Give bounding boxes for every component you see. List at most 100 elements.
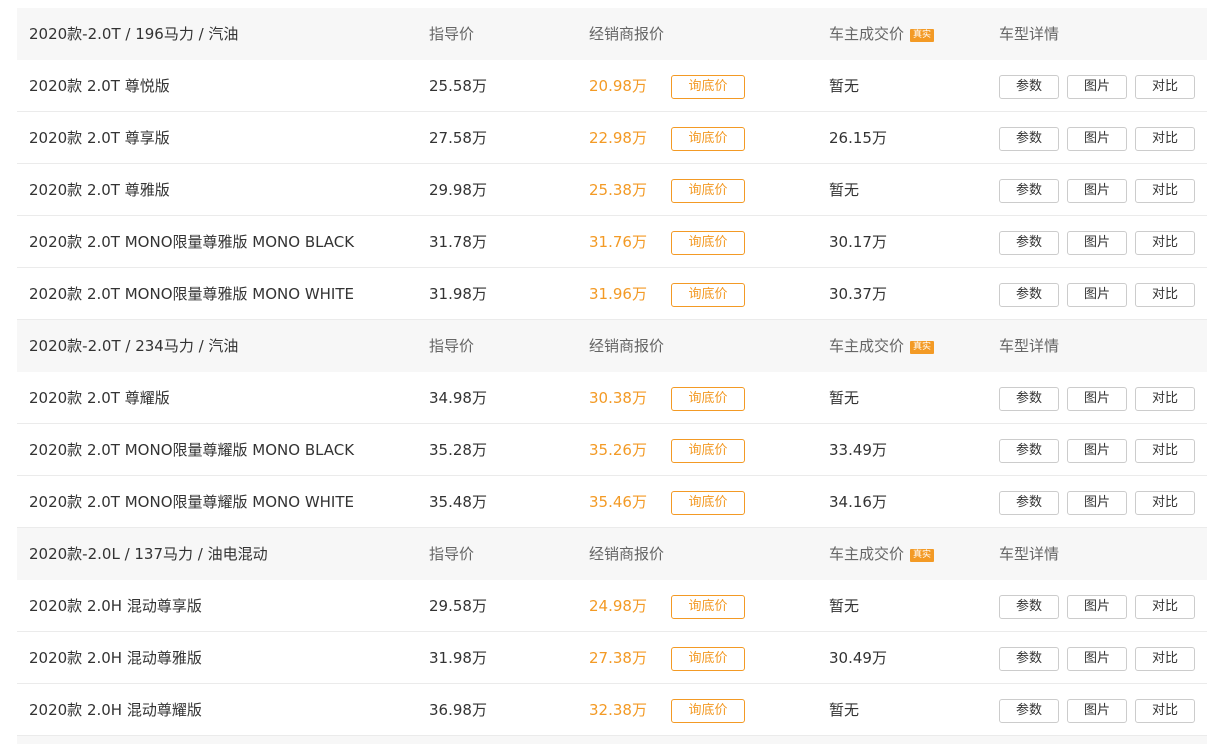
owner-price-header: 车主成交价 真实 bbox=[829, 320, 935, 372]
model-name[interactable]: 2020款 2.0T MONO限量尊雅版 MONO BLACK bbox=[29, 233, 355, 251]
detail-header: 车型详情 bbox=[999, 25, 1060, 43]
guide-price: 31.78万 bbox=[429, 233, 487, 251]
guide-price: 34.98万 bbox=[429, 389, 487, 407]
photos-button[interactable]: 图片 bbox=[1067, 595, 1127, 619]
owner-price: 暂无 bbox=[829, 77, 860, 95]
model-name[interactable]: 2020款 2.0T 尊雅版 bbox=[29, 181, 170, 199]
compare-button[interactable]: 对比 bbox=[1135, 439, 1195, 463]
verified-badge: 真实 bbox=[910, 341, 935, 354]
compare-button[interactable]: 对比 bbox=[1135, 231, 1195, 255]
model-name[interactable]: 2020款 2.0T MONO限量尊雅版 MONO WHITE bbox=[29, 285, 354, 303]
ask-price-button[interactable]: 询底价 bbox=[671, 387, 745, 411]
ask-price-button[interactable]: 询底价 bbox=[671, 231, 745, 255]
dealer-price: 25.38万 bbox=[589, 181, 647, 199]
group-title: 2020款-2.0T / 234马力 / 汽油 bbox=[29, 337, 239, 355]
group-title: 2020款-2.0T / 196马力 / 汽油 bbox=[29, 25, 239, 43]
dealer-price: 22.98万 bbox=[589, 129, 647, 147]
ask-price-button[interactable]: 询底价 bbox=[671, 75, 745, 99]
dealer-price: 31.76万 bbox=[589, 233, 647, 251]
owner-price-label: 车主成交价 bbox=[829, 25, 905, 43]
owner-price: 暂无 bbox=[829, 597, 860, 615]
dealer-price: 32.38万 bbox=[589, 701, 647, 719]
compare-button[interactable]: 对比 bbox=[1135, 595, 1195, 619]
params-button[interactable]: 参数 bbox=[999, 231, 1059, 255]
owner-price-label: 车主成交价 bbox=[829, 337, 905, 355]
dealer-price: 30.38万 bbox=[589, 389, 647, 407]
ask-price-button[interactable]: 询底价 bbox=[671, 439, 745, 463]
model-name[interactable]: 2020款 2.0H 混动尊耀版 bbox=[29, 701, 202, 719]
ask-price-button[interactable]: 询底价 bbox=[671, 647, 745, 671]
params-button[interactable]: 参数 bbox=[999, 491, 1059, 515]
params-button[interactable]: 参数 bbox=[999, 699, 1059, 723]
photos-button[interactable]: 图片 bbox=[1067, 231, 1127, 255]
model-name[interactable]: 2020款 2.0T 尊悦版 bbox=[29, 77, 170, 95]
group-header: 2020款-2.0T / 196马力 / 汽油 指导价 经销商报价 车主成交价 真实 车型… bbox=[17, 8, 1207, 60]
compare-button[interactable]: 对比 bbox=[1135, 647, 1195, 671]
group-header: 2020款-2.0L / 137马力 / 油电混动 指导价 经销商报价 车主成交价 真实… bbox=[17, 528, 1207, 580]
table-row: 2020款 2.0H 混动尊享版 29.58万 24.98万 询底价 暂无 参数 图片 对比 bbox=[17, 580, 1207, 632]
ask-price-button[interactable]: 询底价 bbox=[671, 127, 745, 151]
table-row: 2020款 2.0T 尊耀版 34.98万 30.38万 询底价 暂无 参数 图片 对比 bbox=[17, 372, 1207, 424]
owner-price-label: 车主成交价 bbox=[829, 545, 905, 563]
compare-button[interactable]: 对比 bbox=[1135, 179, 1195, 203]
ask-price-button[interactable]: 询底价 bbox=[671, 491, 745, 515]
owner-price: 30.37万 bbox=[829, 285, 887, 303]
model-name[interactable]: 2020款 2.0H 混动尊雅版 bbox=[29, 649, 202, 667]
compare-button[interactable]: 对比 bbox=[1135, 491, 1195, 515]
ask-price-button[interactable]: 询底价 bbox=[671, 283, 745, 307]
params-button[interactable]: 参数 bbox=[999, 647, 1059, 671]
photos-button[interactable]: 图片 bbox=[1067, 387, 1127, 411]
verified-badge: 真实 bbox=[910, 549, 935, 562]
params-button[interactable]: 参数 bbox=[999, 75, 1059, 99]
ask-price-button[interactable]: 询底价 bbox=[671, 699, 745, 723]
compare-button[interactable]: 对比 bbox=[1135, 283, 1195, 307]
owner-price: 33.49万 bbox=[829, 441, 887, 459]
table-row: 2020款 2.0H 混动尊雅版 31.98万 27.38万 询底价 30.49万 参数图… bbox=[17, 632, 1207, 684]
model-name[interactable]: 2020款 2.0H 混动尊享版 bbox=[29, 597, 202, 615]
photos-button[interactable]: 图片 bbox=[1067, 647, 1127, 671]
photos-button[interactable]: 图片 bbox=[1067, 283, 1127, 307]
detail-header: 车型详情 bbox=[999, 337, 1060, 355]
params-button[interactable]: 参数 bbox=[999, 439, 1059, 463]
detail-header: 车型详情 bbox=[999, 545, 1060, 563]
photos-button[interactable]: 图片 bbox=[1067, 75, 1127, 99]
guide-price: 35.28万 bbox=[429, 441, 487, 459]
compare-button[interactable]: 对比 bbox=[1135, 127, 1195, 151]
model-name[interactable]: 2020款 2.0T 尊享版 bbox=[29, 129, 170, 147]
params-button[interactable]: 参数 bbox=[999, 595, 1059, 619]
owner-price: 26.15万 bbox=[829, 129, 887, 147]
group-title: 2020款-2.0L / 137马力 / 油电混动 bbox=[29, 545, 268, 563]
table-row: 2020款 2.0T 尊悦版 25.58万 20.98万 询底价 暂无 参数 图片 对比 bbox=[17, 60, 1207, 112]
owner-price: 30.49万 bbox=[829, 649, 887, 667]
photos-button[interactable]: 图片 bbox=[1067, 439, 1127, 463]
model-name[interactable]: 2020款 2.0T MONO限量尊耀版 MONO WHITE bbox=[29, 493, 354, 511]
photos-button[interactable]: 图片 bbox=[1067, 491, 1127, 515]
params-button[interactable]: 参数 bbox=[999, 179, 1059, 203]
owner-price: 暂无 bbox=[829, 389, 860, 407]
guide-price-header: 指导价 bbox=[429, 25, 475, 43]
dealer-price: 27.38万 bbox=[589, 649, 647, 667]
owner-price: 暂无 bbox=[829, 181, 860, 199]
table-row: 2020款 2.0T MONO限量尊耀版 MONO WHITE 35.48万 35.… bbox=[17, 476, 1207, 528]
guide-price: 31.98万 bbox=[429, 649, 487, 667]
table-row: 2020款 2.0T MONO限量尊雅版 MONO BLACK 31.78万 31.… bbox=[17, 216, 1207, 268]
compare-button[interactable]: 对比 bbox=[1135, 699, 1195, 723]
ask-price-button[interactable]: 询底价 bbox=[671, 595, 745, 619]
table-row: 2020款 2.0H 混动尊耀版 36.98万 32.38万 询底价 暂无 参数 图片 对比 bbox=[17, 684, 1207, 736]
ask-price-button[interactable]: 询底价 bbox=[671, 179, 745, 203]
params-button[interactable]: 参数 bbox=[999, 127, 1059, 151]
model-name[interactable]: 2020款 2.0T MONO限量尊耀版 MONO BLACK bbox=[29, 441, 355, 459]
params-button[interactable]: 参数 bbox=[999, 283, 1059, 307]
photos-button[interactable]: 图片 bbox=[1067, 179, 1127, 203]
dealer-price: 20.98万 bbox=[589, 77, 647, 95]
compare-button[interactable]: 对比 bbox=[1135, 387, 1195, 411]
owner-price-header: 车主成交价 真实 bbox=[829, 528, 935, 580]
photos-button[interactable]: 图片 bbox=[1067, 699, 1127, 723]
photos-button[interactable]: 图片 bbox=[1067, 127, 1127, 151]
model-name[interactable]: 2020款 2.0T 尊耀版 bbox=[29, 389, 170, 407]
dealer-price: 35.26万 bbox=[589, 441, 647, 459]
guide-price: 29.58万 bbox=[429, 597, 487, 615]
guide-price-header: 指导价 bbox=[429, 545, 475, 563]
compare-button[interactable]: 对比 bbox=[1135, 75, 1195, 99]
params-button[interactable]: 参数 bbox=[999, 387, 1059, 411]
